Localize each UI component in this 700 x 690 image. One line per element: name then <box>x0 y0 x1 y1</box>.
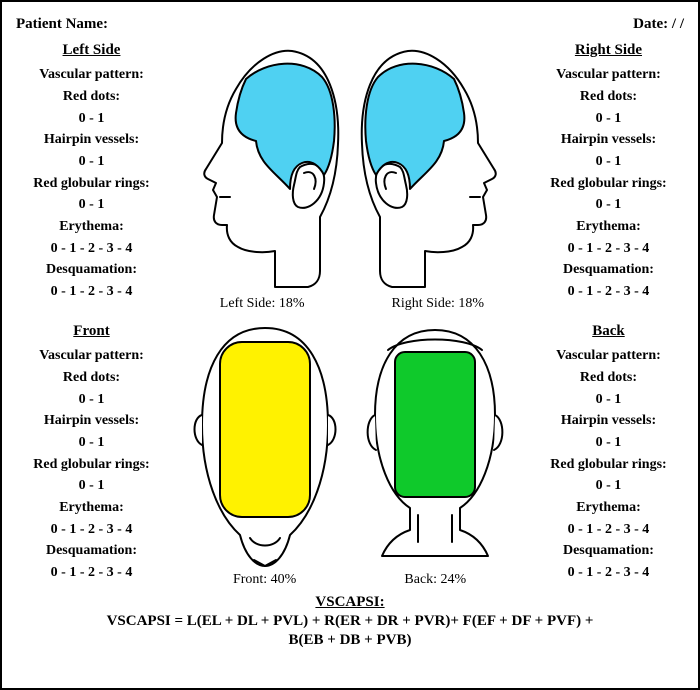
field-label: Erythema: <box>531 497 686 519</box>
row-top: Left Side Vascular pattern: Red dots: 0 … <box>14 39 686 312</box>
field-label: Red dots: <box>14 367 169 389</box>
field-scale: 0 - 1 - 2 - 3 - 4 <box>14 562 169 584</box>
field-scale: 0 - 1 <box>14 389 169 411</box>
caption-back: Back: 24% <box>404 572 466 588</box>
panel-back: Back Vascular pattern: Red dots: 0 - 1 H… <box>531 320 686 584</box>
field-label: Erythema: <box>14 497 169 519</box>
field-label: Hairpin vessels: <box>14 410 169 432</box>
formula-block: VSCAPSI: VSCAPSI = L(EL + DL + PVL) + R(… <box>14 594 686 649</box>
field-label: Erythema: <box>14 216 169 238</box>
panel-title: Left Side <box>14 39 169 62</box>
field-label: Vascular pattern: <box>531 345 686 367</box>
field-label: Vascular pattern: <box>14 64 169 86</box>
header-bar: Patient Name: Date: / / <box>14 12 686 39</box>
field-scale: 0 - 1 <box>531 389 686 411</box>
head-right-profile-icon <box>355 39 520 294</box>
row-bottom: Front Vascular pattern: Red dots: 0 - 1 … <box>14 320 686 588</box>
field-scale: 0 - 1 - 2 - 3 - 4 <box>531 281 686 303</box>
patient-name-label: Patient Name: <box>16 16 108 33</box>
figure-back: Back: 24% <box>360 320 510 588</box>
field-scale: 0 - 1 <box>14 108 169 130</box>
formula-line1: VSCAPSI = L(EL + DL + PVL) + R(ER + DR +… <box>14 613 686 630</box>
field-label: Red globular rings: <box>14 454 169 476</box>
assessment-form: Patient Name: Date: / / Left Side Vascul… <box>0 0 700 690</box>
field-label: Desquamation: <box>14 259 169 281</box>
field-label: Erythema: <box>531 216 686 238</box>
field-label: Red globular rings: <box>14 173 169 195</box>
figure-right-side: Right Side: 18% <box>355 39 520 312</box>
field-scale: 0 - 1 <box>531 108 686 130</box>
field-label: Desquamation: <box>531 540 686 562</box>
formula-title: VSCAPSI: <box>14 594 686 611</box>
field-label: Red globular rings: <box>531 173 686 195</box>
field-scale: 0 - 1 - 2 - 3 - 4 <box>14 519 169 541</box>
field-scale: 0 - 1 - 2 - 3 - 4 <box>14 238 169 260</box>
field-label: Vascular pattern: <box>531 64 686 86</box>
field-label: Red globular rings: <box>531 454 686 476</box>
field-scale: 0 - 1 <box>14 151 169 173</box>
panel-front: Front Vascular pattern: Red dots: 0 - 1 … <box>14 320 169 584</box>
caption-left: Left Side: 18% <box>220 296 305 312</box>
head-top-view-icon <box>190 320 340 570</box>
field-label: Red dots: <box>531 367 686 389</box>
field-label: Desquamation: <box>531 259 686 281</box>
head-left-profile-icon <box>180 39 345 294</box>
field-label: Hairpin vessels: <box>531 410 686 432</box>
panel-title: Right Side <box>531 39 686 62</box>
field-scale: 0 - 1 - 2 - 3 - 4 <box>14 281 169 303</box>
caption-front: Front: 40% <box>233 572 296 588</box>
field-scale: 0 - 1 - 2 - 3 - 4 <box>531 562 686 584</box>
field-label: Vascular pattern: <box>14 345 169 367</box>
field-scale: 0 - 1 <box>14 475 169 497</box>
field-scale: 0 - 1 <box>531 194 686 216</box>
panel-right-side: Right Side Vascular pattern: Red dots: 0… <box>531 39 686 303</box>
formula-line2: B(EB + DB + PVB) <box>14 632 686 649</box>
field-scale: 0 - 1 - 2 - 3 - 4 <box>531 519 686 541</box>
field-label: Red dots: <box>14 86 169 108</box>
head-back-view-icon <box>360 320 510 570</box>
panel-title: Front <box>14 320 169 343</box>
figure-front: Front: 40% <box>190 320 340 588</box>
panel-title: Back <box>531 320 686 343</box>
field-label: Red dots: <box>531 86 686 108</box>
panel-left-side: Left Side Vascular pattern: Red dots: 0 … <box>14 39 169 303</box>
field-label: Desquamation: <box>14 540 169 562</box>
field-scale: 0 - 1 <box>531 432 686 454</box>
caption-right: Right Side: 18% <box>392 296 485 312</box>
field-label: Hairpin vessels: <box>531 129 686 151</box>
field-scale: 0 - 1 <box>531 475 686 497</box>
field-scale: 0 - 1 <box>531 151 686 173</box>
date-label: Date: / / <box>633 16 684 33</box>
field-label: Hairpin vessels: <box>14 129 169 151</box>
field-scale: 0 - 1 <box>14 194 169 216</box>
figure-left-side: Left Side: 18% <box>180 39 345 312</box>
field-scale: 0 - 1 - 2 - 3 - 4 <box>531 238 686 260</box>
field-scale: 0 - 1 <box>14 432 169 454</box>
